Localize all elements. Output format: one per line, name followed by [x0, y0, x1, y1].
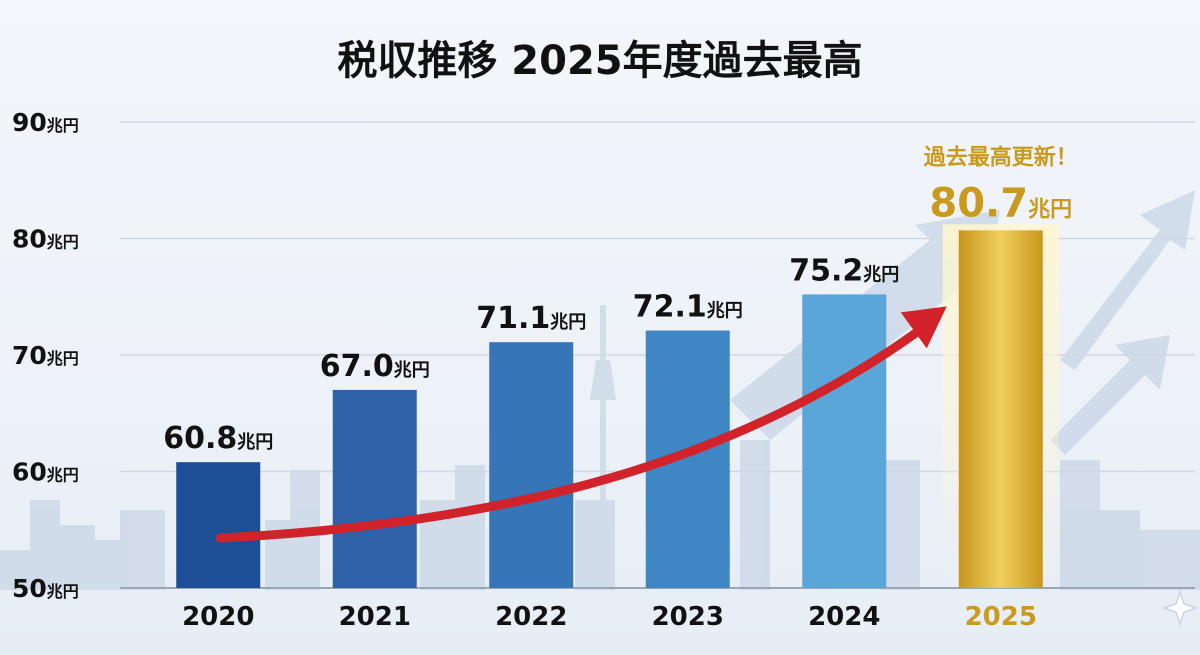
- value-label-2024: 75.2兆円: [789, 253, 899, 288]
- trend-arrow: [215, 306, 947, 543]
- y-tick-label: 60兆円: [12, 458, 79, 487]
- city-skyline-background: [0, 305, 1200, 590]
- value-labels: 60.8兆円 67.0兆円 71.1兆円 72.1兆円 75.2兆円 80.7兆円: [163, 180, 1072, 456]
- bars: [176, 230, 1043, 588]
- x-label-2021: 2021: [339, 602, 411, 632]
- trend-arrow-line: [215, 327, 922, 543]
- y-tick-label: 50兆円: [12, 574, 79, 603]
- value-label-2025: 80.7兆円: [929, 180, 1072, 226]
- y-tick-label: 90兆円: [12, 108, 79, 137]
- value-label-2023: 72.1兆円: [633, 290, 743, 325]
- x-label-2024: 2024: [808, 602, 880, 632]
- x-label-2023: 2023: [652, 602, 724, 632]
- x-axis-labels: 2020 2021 2022 2023 2024 2025: [182, 602, 1037, 632]
- bar-2021: [332, 389, 417, 588]
- sparkle-icon: [1161, 589, 1199, 627]
- bar-2025: [958, 230, 1043, 588]
- y-axis-ticks: 50兆円 60兆円 70兆円 80兆円 90兆円: [12, 108, 79, 603]
- y-tick-label: 70兆円: [12, 341, 79, 370]
- x-label-2022: 2022: [495, 602, 567, 632]
- record-high-label: 過去最高更新！: [924, 144, 1078, 170]
- bar-2020: [176, 462, 261, 588]
- x-label-2020: 2020: [182, 602, 254, 632]
- value-label-2021: 67.0兆円: [320, 349, 430, 384]
- chart-title: 税収推移 2025年度過去最高: [337, 38, 862, 84]
- bar-2024: [802, 294, 887, 588]
- trend-arrow-head: [900, 306, 947, 349]
- x-label-2025: 2025: [965, 602, 1037, 632]
- bar-2022: [489, 342, 574, 588]
- y-tick-label: 80兆円: [12, 225, 79, 254]
- value-label-2020: 60.8兆円: [163, 421, 273, 456]
- value-label-2022: 71.1兆円: [476, 301, 586, 336]
